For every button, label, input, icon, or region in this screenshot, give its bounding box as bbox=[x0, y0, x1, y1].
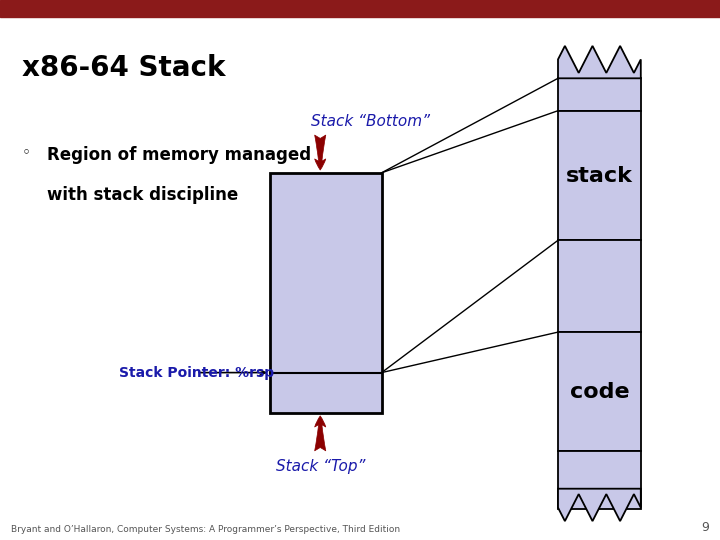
Bar bbox=[558, 78, 641, 111]
Text: Stack Pointer: %rsp: Stack Pointer: %rsp bbox=[119, 366, 274, 380]
Bar bbox=[558, 332, 641, 451]
Text: x86-64 Stack: x86-64 Stack bbox=[22, 54, 225, 82]
Text: stack: stack bbox=[566, 165, 633, 186]
Text: 9: 9 bbox=[701, 521, 709, 534]
Text: with stack discipline: with stack discipline bbox=[47, 186, 238, 204]
Text: Bryant and O’Hallaron, Computer Systems: A Programmer’s Perspective, Third Editi: Bryant and O’Hallaron, Computer Systems:… bbox=[11, 524, 400, 534]
Bar bbox=[558, 111, 641, 240]
Text: Stack “Bottom”: Stack “Bottom” bbox=[311, 113, 430, 129]
Bar bbox=[558, 240, 641, 332]
Text: code: code bbox=[570, 381, 629, 402]
Polygon shape bbox=[558, 489, 641, 521]
Bar bbox=[0, 0, 720, 17]
Bar bbox=[270, 173, 382, 413]
Polygon shape bbox=[558, 46, 641, 78]
Text: ◦: ◦ bbox=[22, 146, 30, 161]
Bar bbox=[558, 451, 641, 509]
Text: Region of memory managed: Region of memory managed bbox=[47, 146, 311, 164]
Text: Stack “Top”: Stack “Top” bbox=[276, 459, 365, 474]
